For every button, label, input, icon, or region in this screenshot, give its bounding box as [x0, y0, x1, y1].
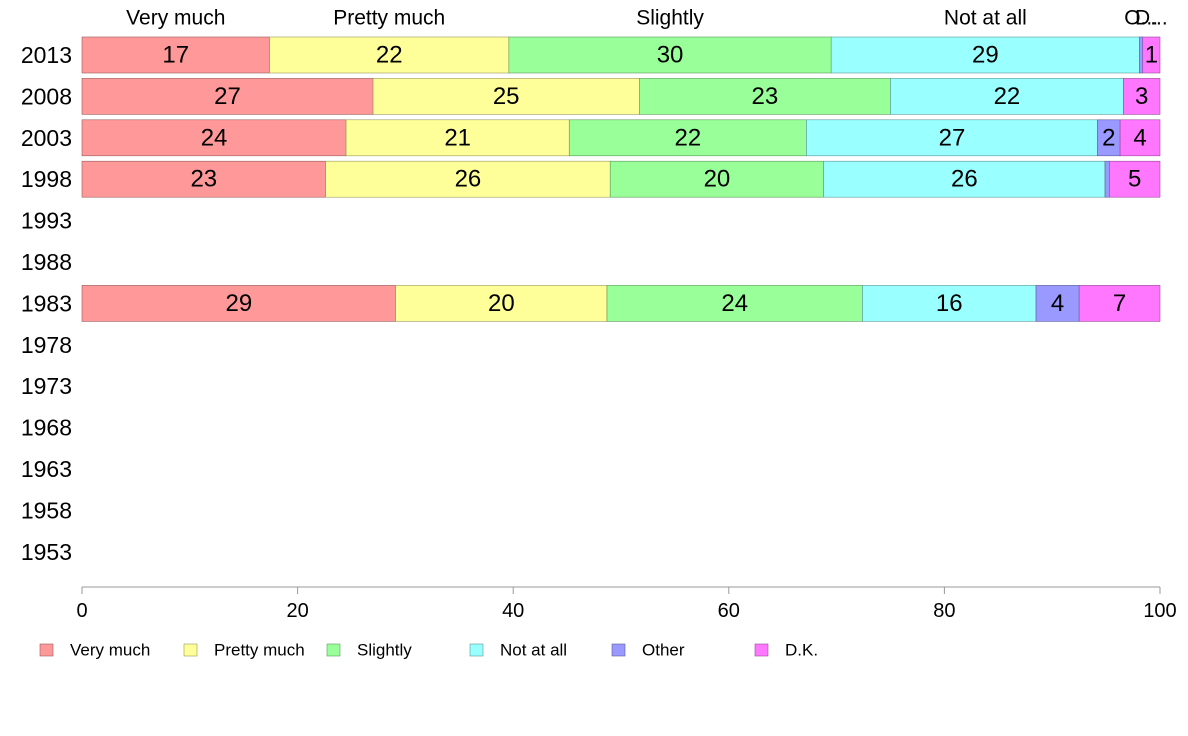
bar-segment: [568, 119, 807, 157]
bar-value-label: 21: [444, 124, 471, 151]
bar-value-label: 23: [752, 83, 779, 110]
bar-segment: [325, 160, 611, 198]
x-tick-label: 100: [1143, 600, 1176, 622]
bar-value-label: 22: [674, 124, 701, 151]
bar-segment: [1109, 160, 1161, 198]
legend-label: Pretty much: [214, 641, 305, 660]
year-label: 2013: [21, 42, 72, 68]
bar-value-label: 22: [376, 42, 403, 69]
bar-segment: [269, 36, 510, 74]
bar-value-label: 26: [951, 166, 978, 193]
bar-value-label: 16: [936, 290, 963, 317]
bar-value-label: 7: [1113, 290, 1126, 317]
bar-segment: [1119, 119, 1161, 157]
legend-swatch: [326, 643, 341, 657]
year-label: 1953: [21, 539, 72, 565]
column-header: Slightly: [636, 7, 704, 30]
year-label: 1968: [21, 415, 72, 441]
bar-segment: [1078, 285, 1161, 322]
legend-label: Slightly: [357, 641, 412, 660]
x-tick-label: 60: [718, 600, 740, 622]
x-tick-label: 0: [76, 600, 87, 622]
bar-value-label: 4: [1051, 290, 1064, 317]
legend-label: D.K.: [785, 641, 818, 660]
year-label: 1988: [21, 249, 72, 275]
legend-swatch: [183, 643, 198, 657]
legend-label: Very much: [70, 641, 150, 660]
year-label: 1998: [21, 166, 72, 192]
legend: Very much Pretty much Slightly Not at all Ot…: [39, 641, 818, 660]
bar-segment: [606, 285, 863, 322]
legend-swatch: [39, 643, 54, 657]
bar-value-label: 23: [190, 166, 217, 193]
legend-swatch: [754, 643, 769, 657]
bar-value-label: 24: [201, 124, 228, 151]
bars: 17 22 30 29 127 25 23 22 324 21 22 27 2 423 26 20 26 529 2…: [81, 36, 1161, 322]
x-axis: 0 20 40 60 80 100: [76, 586, 1177, 622]
bar-value-label: 27: [939, 124, 966, 151]
bar-value-label: 3: [1135, 83, 1148, 110]
bar-segment: [1104, 160, 1110, 198]
bar-segment: [1123, 78, 1161, 115]
year-axis-labels: 2013 2008 2003 1998 1993 1988 1983 1978 1973 1968…: [21, 42, 72, 565]
bar-segment: [1142, 36, 1161, 74]
bar-value-label: 29: [972, 42, 999, 69]
bar-segment: [81, 285, 396, 322]
bar-value-label: 25: [493, 83, 520, 110]
bar-value-label: 27: [214, 83, 241, 110]
year-label: 1963: [21, 456, 72, 482]
bar-segment: [890, 78, 1124, 115]
bar-value-label: 26: [455, 166, 482, 193]
year-label: 2003: [21, 125, 72, 151]
year-label: 1958: [21, 497, 72, 523]
bar-value-label: 5: [1128, 166, 1141, 193]
bar-segment: [639, 78, 891, 115]
legend-swatch: [469, 643, 484, 657]
column-headers: Very much Pretty much Slightly Not at all O.…: [126, 7, 1168, 30]
bar-value-label: 1: [1145, 42, 1158, 69]
year-label: 1993: [21, 208, 72, 234]
bar-segment: [830, 36, 1140, 74]
bar-segment: [609, 160, 824, 198]
bar-segment: [81, 160, 326, 198]
bar-segment: [81, 78, 374, 115]
column-header: D...: [1135, 7, 1168, 30]
bar-value-label: 20: [704, 166, 731, 193]
column-header: Pretty much: [333, 7, 445, 30]
bar-segment: [395, 285, 608, 322]
bar-value-label: 22: [994, 83, 1021, 110]
bar-segment: [372, 78, 640, 115]
legend-label: Not at all: [500, 641, 567, 660]
legend-label: Other: [642, 641, 685, 660]
year-label: 2008: [21, 83, 72, 109]
bar-value-label: 4: [1133, 124, 1146, 151]
year-label: 1973: [21, 373, 72, 399]
bar-segment: [345, 119, 570, 157]
column-header: Very much: [126, 7, 225, 30]
bar-value-label: 29: [225, 290, 252, 317]
bar-value-label: 30: [657, 42, 684, 69]
bar-segment: [81, 119, 347, 157]
column-header: Not at all: [944, 7, 1027, 30]
bar-segment: [823, 160, 1106, 198]
bar-segment: [1139, 36, 1144, 74]
bar-value-label: 2: [1102, 124, 1115, 151]
year-label: 1978: [21, 332, 72, 358]
x-tick-label: 40: [502, 600, 524, 622]
x-tick-label: 80: [933, 600, 955, 622]
legend-swatch: [611, 643, 626, 657]
bar-value-label: 24: [721, 290, 748, 317]
bar-value-label: 17: [162, 42, 189, 69]
bar-value-label: 20: [488, 290, 515, 317]
column-header: O...: [1124, 7, 1158, 30]
x-tick-label: 20: [286, 600, 308, 622]
year-label: 1983: [21, 290, 72, 316]
bar-segment: [862, 285, 1037, 322]
